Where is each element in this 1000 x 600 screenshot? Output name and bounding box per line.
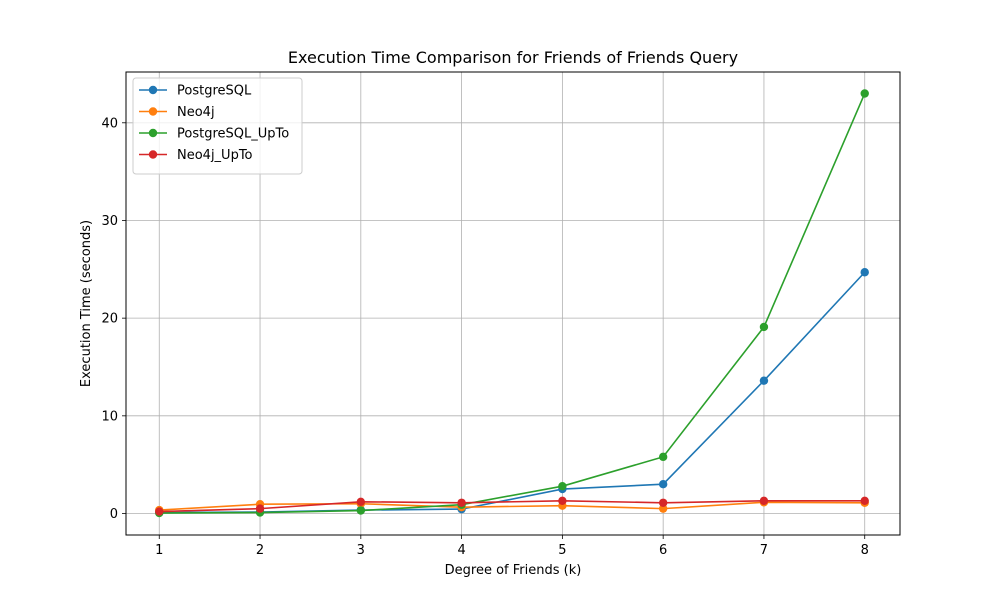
data-point <box>356 506 366 515</box>
y-tick-label: 30 <box>101 214 118 229</box>
legend-marker <box>148 107 158 116</box>
legend: PostgreSQL Neo4j PostgreSQL_UpTo Neo4j_UpTo <box>132 77 303 175</box>
x-tick-label: 7 <box>760 543 768 558</box>
legend-label: Neo4j_UpTo <box>177 148 253 163</box>
series-line <box>159 501 865 511</box>
data-point <box>860 268 869 277</box>
x-axis-label: Degree of Friends (k) <box>445 563 582 578</box>
series-layer <box>155 89 869 518</box>
series-line <box>159 500 865 513</box>
x-tick-label: 6 <box>659 543 667 558</box>
x-tick-label: 4 <box>457 543 465 558</box>
legend-item: PostgreSQL_UpTo <box>139 127 289 142</box>
x-tick-label: 2 <box>256 543 264 558</box>
legend-label: PostgreSQL_UpTo <box>177 127 289 142</box>
series-neo4j-upto <box>155 496 869 516</box>
data-point <box>255 504 265 513</box>
data-point <box>658 504 668 513</box>
legend-marker <box>148 85 158 95</box>
data-point <box>759 376 769 385</box>
y-tick-label: 10 <box>101 409 118 424</box>
data-point <box>658 498 668 507</box>
x-tick-label: 3 <box>357 543 365 558</box>
y-tick-label: 20 <box>101 312 118 327</box>
legend-item: Neo4j <box>139 105 215 120</box>
series-line <box>159 271 866 514</box>
data-point <box>860 89 869 98</box>
plot-frame <box>125 71 901 536</box>
series-line <box>159 93 866 514</box>
data-point <box>759 322 769 332</box>
legend-label: PostgreSQL <box>177 84 252 99</box>
x-tick-label: 8 <box>861 543 869 558</box>
series-postgresql <box>155 268 869 517</box>
x-tick-label: 5 <box>558 543 566 558</box>
legend-item: Neo4j_UpTo <box>139 148 253 163</box>
y-tick-label: 40 <box>101 116 118 131</box>
data-point <box>658 452 668 462</box>
legend-item: PostgreSQL <box>139 84 252 99</box>
data-point <box>155 507 164 516</box>
chart-title: Execution Time Comparison for Friends of… <box>288 48 738 67</box>
data-point <box>558 481 567 491</box>
data-point <box>658 480 668 489</box>
legend-box <box>132 77 303 175</box>
data-point <box>759 496 769 506</box>
data-point <box>558 496 567 506</box>
data-point <box>356 497 366 506</box>
grid-layer <box>126 72 900 535</box>
ticks-layer: 1 2 3 4 5 6 7 8 0 10 20 30 40 <box>101 116 868 558</box>
y-tick-label: 0 <box>110 507 118 522</box>
data-point <box>457 498 466 507</box>
legend-label: Neo4j <box>177 105 215 120</box>
x-tick-label: 1 <box>155 543 163 558</box>
series-postgresql-upto <box>155 89 869 518</box>
legend-marker <box>148 150 158 159</box>
y-axis-label: Execution Time (seconds) <box>79 220 94 387</box>
data-point <box>860 496 869 506</box>
legend-marker <box>148 128 158 138</box>
